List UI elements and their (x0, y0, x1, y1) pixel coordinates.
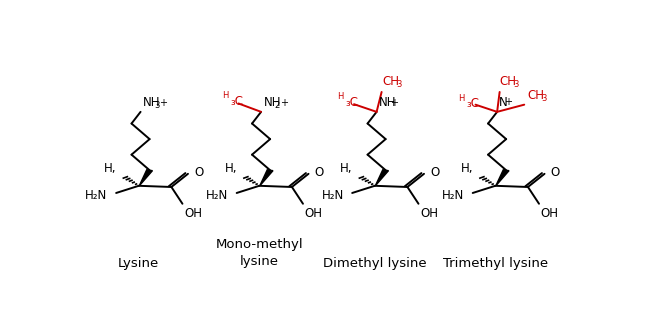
Text: +: + (159, 98, 167, 108)
Polygon shape (496, 170, 509, 186)
Text: NH: NH (264, 96, 281, 109)
Text: H,: H, (340, 161, 353, 174)
Text: Trimethyl lysine: Trimethyl lysine (443, 257, 548, 270)
Text: CH: CH (527, 89, 544, 102)
Text: +: + (280, 98, 288, 108)
Text: H: H (338, 92, 344, 101)
Text: H₂N: H₂N (321, 189, 343, 202)
Text: CH: CH (500, 75, 516, 88)
Text: 2: 2 (275, 101, 280, 110)
Text: O: O (551, 166, 560, 179)
Text: +: + (390, 98, 398, 108)
Text: H₂N: H₂N (206, 189, 228, 202)
Text: ₃C: ₃C (345, 96, 358, 109)
Polygon shape (375, 170, 389, 186)
Text: 3: 3 (513, 80, 518, 89)
Polygon shape (139, 170, 152, 186)
Text: NH: NH (379, 96, 397, 109)
Text: H: H (458, 94, 465, 103)
Text: Mono-methyl
lysine: Mono-methyl lysine (216, 239, 303, 268)
Text: OH: OH (540, 207, 559, 220)
Text: OH: OH (305, 207, 323, 220)
Text: Lysine: Lysine (118, 257, 159, 270)
Text: CH: CH (382, 75, 400, 88)
Text: H₂N: H₂N (86, 189, 108, 202)
Text: OH: OH (184, 207, 202, 220)
Text: N: N (498, 96, 507, 109)
Text: H,: H, (461, 161, 473, 174)
Text: H,: H, (104, 161, 117, 174)
Text: O: O (314, 166, 324, 179)
Text: 3: 3 (396, 80, 402, 89)
Text: 3: 3 (541, 94, 546, 103)
Text: H: H (222, 91, 229, 100)
Polygon shape (260, 170, 273, 186)
Text: H,: H, (225, 161, 237, 174)
Text: +: + (503, 97, 512, 107)
Text: ₃C: ₃C (466, 97, 479, 110)
Text: Dimethyl lysine: Dimethyl lysine (323, 257, 426, 270)
Text: H₂N: H₂N (442, 189, 464, 202)
Text: ₃C: ₃C (230, 95, 243, 108)
Text: NH: NH (143, 96, 161, 109)
Text: 3: 3 (154, 101, 159, 110)
Text: OH: OH (420, 207, 438, 220)
Text: O: O (194, 166, 203, 179)
Text: O: O (430, 166, 439, 179)
